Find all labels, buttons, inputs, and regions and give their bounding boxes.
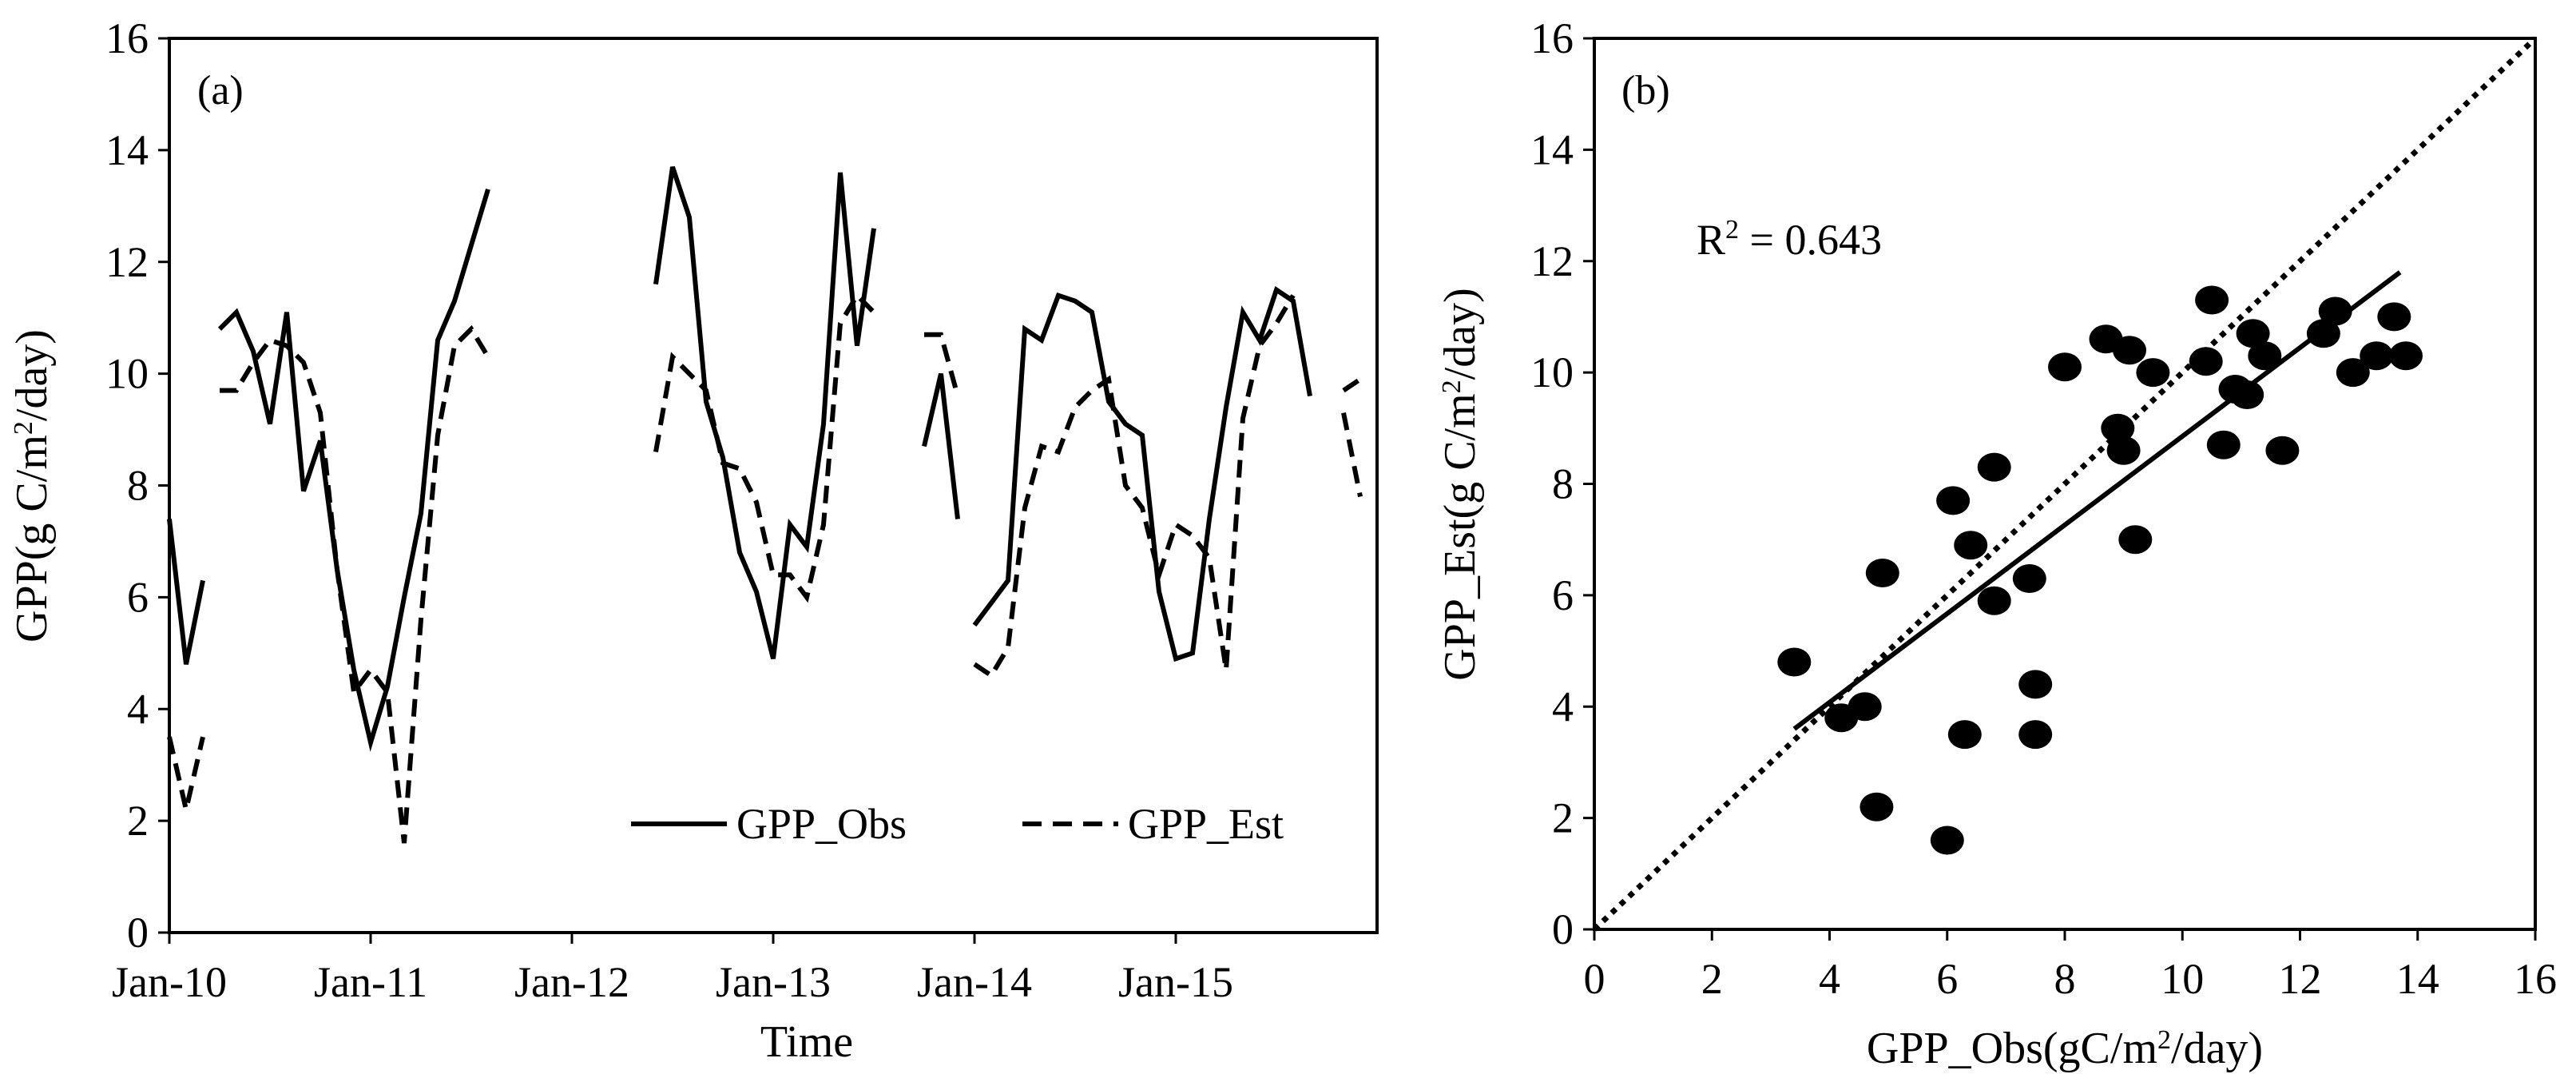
x-axis-title-a: Time bbox=[760, 1017, 853, 1067]
x-tick-label: 4 bbox=[1819, 955, 1840, 1003]
gpp-est-line bbox=[653, 291, 876, 603]
scatter-point bbox=[2113, 336, 2146, 365]
scatter-point bbox=[1860, 792, 1894, 821]
y-tick-label: 16 bbox=[105, 14, 149, 62]
regression-line bbox=[1792, 270, 2402, 731]
scatter-point bbox=[2265, 436, 2300, 465]
y-tick-label: 12 bbox=[1530, 237, 1574, 285]
series-lines bbox=[167, 165, 1363, 844]
scatter-point bbox=[1777, 647, 1812, 677]
scatter-point bbox=[1954, 531, 1988, 560]
x-tick-label: Jan-14 bbox=[917, 958, 1032, 1006]
scatter-point bbox=[1936, 486, 1971, 515]
scatter-point bbox=[1865, 559, 1899, 587]
scatter-point bbox=[2012, 564, 2046, 593]
scatter-point bbox=[2206, 430, 2241, 459]
scatter-point bbox=[2236, 319, 2270, 348]
x-tick-label: Jan-11 bbox=[314, 958, 427, 1006]
x-axis-title-b: GPP_Obs(gC/m2/day) bbox=[1867, 1024, 2263, 1073]
x-axis-b: 0 2 4 6 8 10 12 14 16 bbox=[1584, 929, 2557, 1003]
scatter-chart: (b) 0 2 4 6 8 10 12 14 16 0 2 4 6 8 10 12 14 16 R2 = 0.6… bbox=[1435, 14, 2557, 1073]
scatter-point bbox=[2389, 341, 2423, 371]
x-tick-label: 16 bbox=[2514, 955, 2557, 1003]
scatter-marks bbox=[1592, 36, 2538, 932]
y-axis-b: 0 2 4 6 8 10 12 14 16 bbox=[1530, 14, 1594, 953]
x-tick-label: 8 bbox=[2054, 955, 2076, 1003]
scatter-point bbox=[1977, 452, 2011, 482]
gpp-est-line bbox=[1341, 412, 1363, 498]
x-tick-label: 6 bbox=[1936, 955, 1958, 1003]
gpp-est-line bbox=[1342, 377, 1362, 393]
scatter-point bbox=[2136, 358, 2170, 388]
scatter-point bbox=[2230, 380, 2264, 409]
x-tick-label: 12 bbox=[2279, 955, 2322, 1003]
scatter-point bbox=[2195, 285, 2229, 315]
x-tick-label: 10 bbox=[2161, 955, 2204, 1003]
scatter-point bbox=[2377, 302, 2411, 332]
legend-label-obs: GPP_Obs bbox=[736, 800, 907, 848]
scatter-point bbox=[1947, 720, 1982, 750]
gpp-est-line bbox=[167, 736, 205, 810]
scatter-point bbox=[2336, 358, 2370, 388]
gpp-obs-line bbox=[922, 372, 960, 519]
scatter-point bbox=[2248, 341, 2282, 371]
gpp-obs-line bbox=[217, 188, 490, 752]
scatter-point bbox=[2318, 296, 2352, 326]
x-tick-label: Jan-15 bbox=[1118, 958, 1233, 1006]
y-tick-label: 2 bbox=[1552, 794, 1574, 842]
y-tick-label: 4 bbox=[1552, 682, 1574, 730]
y-tick-label: 0 bbox=[1552, 905, 1574, 953]
scatter-point bbox=[1977, 586, 2011, 615]
scatter-point bbox=[2306, 319, 2340, 348]
scatter-point bbox=[2106, 436, 2141, 465]
y-tick-label: 8 bbox=[127, 462, 149, 510]
y-tick-label: 2 bbox=[127, 797, 149, 845]
y-tick-label: 6 bbox=[127, 573, 149, 621]
x-tick-label: 2 bbox=[1701, 955, 1723, 1003]
r-squared-annotation: R2 = 0.643 bbox=[1697, 215, 1882, 264]
gpp-est-line bbox=[924, 332, 960, 397]
legend: GPP_Obs GPP_Est bbox=[631, 800, 1284, 848]
y-tick-label: 6 bbox=[1552, 571, 1574, 619]
y-tick-label: 10 bbox=[105, 350, 149, 398]
x-tick-label: Jan-10 bbox=[112, 958, 227, 1006]
x-tick-label: 0 bbox=[1584, 955, 1606, 1003]
panel-label-a: (a) bbox=[197, 68, 244, 113]
y-axis-title-b: GPP_Est(g C/m2/day) bbox=[1435, 288, 1485, 680]
y-tick-label: 12 bbox=[105, 238, 149, 286]
gpp-obs-line bbox=[972, 286, 1312, 662]
scatter-point bbox=[1930, 825, 1964, 855]
gpp-obs-line bbox=[167, 519, 205, 665]
scatter-point bbox=[2189, 347, 2223, 376]
legend-label-est: GPP_Est bbox=[1128, 800, 1284, 848]
x-tick-label: Jan-13 bbox=[716, 958, 831, 1006]
y-tick-label: 14 bbox=[1530, 125, 1574, 173]
x-axis-a: Jan-10 Jan-11 Jan-12 Jan-13 Jan-14 Jan-15 bbox=[112, 933, 1233, 1006]
y-tick-label: 14 bbox=[105, 126, 149, 174]
y-tick-label: 8 bbox=[1552, 460, 1574, 508]
scatter-point bbox=[2118, 525, 2153, 555]
panel-label-b: (b) bbox=[1621, 68, 1670, 113]
one-to-one-line bbox=[1592, 36, 2538, 932]
scatter-point bbox=[2018, 670, 2053, 699]
gpp-est-line bbox=[973, 294, 1296, 679]
gpp-obs-line bbox=[653, 165, 876, 660]
y-tick-label: 16 bbox=[1530, 14, 1574, 62]
x-tick-label: Jan-12 bbox=[514, 958, 629, 1006]
y-tick-label: 4 bbox=[127, 685, 149, 733]
y-tick-label: 0 bbox=[127, 909, 149, 957]
scatter-point bbox=[2018, 720, 2053, 750]
y-axis-a: 0 2 4 6 8 10 12 14 16 bbox=[105, 14, 169, 957]
y-tick-label: 10 bbox=[1530, 348, 1574, 396]
scatter-point bbox=[1848, 692, 1882, 722]
scatter-point bbox=[2048, 352, 2082, 382]
y-axis-title-a: GPP(g C/m2/day) bbox=[7, 329, 57, 642]
gpp-est-line bbox=[220, 324, 490, 844]
scatter-point bbox=[2101, 413, 2135, 443]
scatter-point bbox=[2360, 341, 2394, 371]
plot-frame-a bbox=[168, 37, 1379, 934]
x-tick-label: 14 bbox=[2396, 955, 2439, 1003]
